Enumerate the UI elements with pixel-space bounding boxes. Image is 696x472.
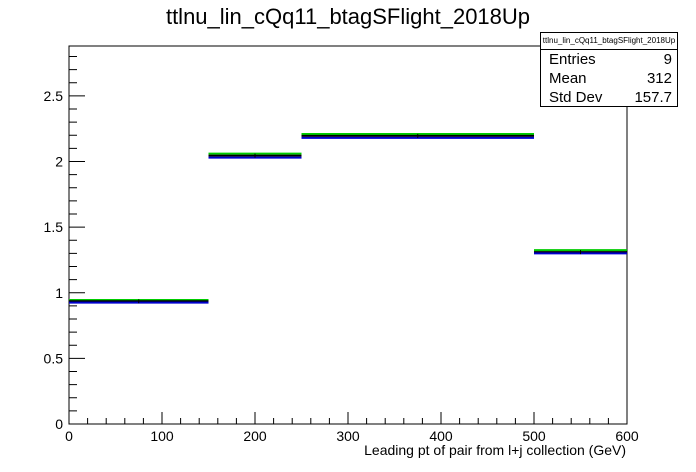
stats-mean-label: Mean (549, 70, 587, 87)
y-tick-label: 2.5 (44, 88, 64, 104)
y-tick-label: 1.5 (44, 219, 64, 235)
stats-stddev-value: 157.7 (634, 89, 672, 106)
y-tick-label: 0 (55, 416, 63, 432)
y-tick-label: 1 (55, 285, 63, 301)
stats-box-header: ttlnu_lin_cQq11_btagSFlight_2018Up (541, 33, 677, 50)
stats-mean-row: Mean 312 (541, 69, 677, 88)
stats-stddev-row: Std Dev 157.7 (541, 88, 677, 107)
stats-mean-value: 312 (646, 70, 672, 87)
x-tick-label: 600 (615, 428, 639, 444)
x-tick-label: 500 (522, 428, 546, 444)
x-tick-label: 200 (243, 428, 267, 444)
x-tick-label: 0 (65, 428, 73, 444)
stats-stddev-label: Std Dev (549, 89, 603, 106)
y-tick-label: 0.5 (44, 350, 64, 366)
chart-title: ttlnu_lin_cQq11_btagSFlight_2018Up (165, 4, 531, 29)
y-tick-label: 2 (55, 154, 63, 170)
x-tick-label: 300 (336, 428, 360, 444)
stats-entries-label: Entries (549, 51, 596, 68)
x-tick-label: 400 (429, 428, 453, 444)
x-tick-label: 100 (150, 428, 174, 444)
x-axis-label: Leading pt of pair from l+j collection (… (364, 442, 626, 458)
stats-box: ttlnu_lin_cQq11_btagSFlight_2018Up Entri… (540, 32, 678, 107)
stats-entries-row: Entries 9 (541, 50, 677, 69)
stats-entries-value: 9 (663, 51, 672, 68)
